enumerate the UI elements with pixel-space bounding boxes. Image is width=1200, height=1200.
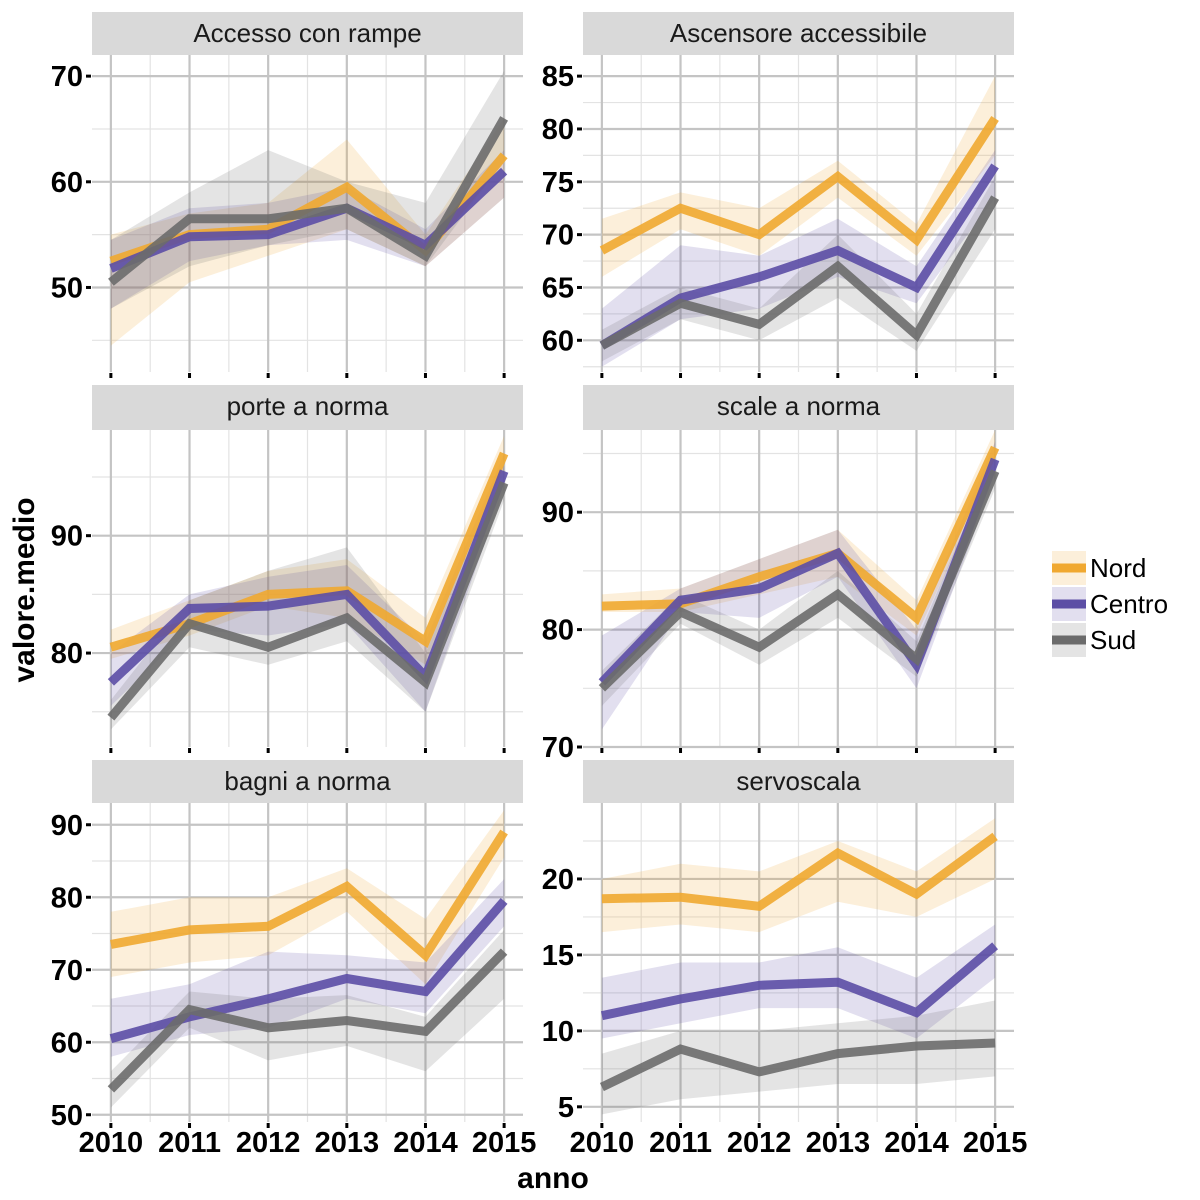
ribbon-nord [601, 430, 996, 636]
panel-strip [92, 12, 523, 55]
legend-label: Nord [1090, 553, 1146, 583]
ribbon-sud [601, 1000, 996, 1115]
y-tick-label: 50 [51, 272, 83, 304]
x-tick-label: 2012 [727, 1127, 792, 1159]
panel: bagni a norma 50 60 70 80 90 2010 2011 2012 2013 2… [51, 760, 537, 1159]
panel-strip [583, 760, 1014, 803]
series-line-sud [599, 1038, 996, 1092]
ribbon-centro [110, 453, 505, 712]
panel-title: Accesso con rampe [193, 18, 421, 48]
y-tick-label: 60 [51, 1027, 83, 1059]
legend-label: Centro [1090, 589, 1168, 619]
y-tick-label: 70 [51, 955, 83, 987]
y-tick-label: 70 [51, 61, 83, 93]
ribbon-centro [110, 150, 505, 309]
panel-strip [92, 385, 523, 430]
y-tick-label: 60 [51, 167, 83, 199]
panel: Accesso con rampe 50 60 70 [51, 12, 523, 378]
y-tick-label: 20 [542, 864, 574, 896]
ribbon-nord [110, 118, 505, 346]
series-line-sud [107, 948, 508, 1093]
x-axis-title: anno [517, 1162, 589, 1195]
ribbon-sud [110, 929, 505, 1108]
y-axis-title: valore.medio [8, 497, 41, 682]
x-tick-label: 2013 [315, 1127, 380, 1159]
series-line-nord [601, 445, 1000, 626]
y-tick-label: 60 [542, 325, 574, 357]
x-tick-label: 2011 [158, 1127, 221, 1159]
y-tick-label: 90 [51, 521, 83, 553]
ribbon-centro [601, 441, 996, 730]
series-line-sud [107, 481, 509, 721]
x-tick-label: 2011 [649, 1127, 712, 1159]
y-tick-label: 90 [51, 810, 83, 842]
panel-title: porte a norma [227, 391, 389, 421]
series-line-sud [108, 116, 509, 286]
y-tick-label: 80 [51, 882, 83, 914]
x-tick-label: 2013 [806, 1127, 871, 1159]
x-tick-label: 2014 [393, 1127, 458, 1159]
series-line-sud [598, 469, 1000, 692]
panel: scale a norma 70 80 90 [542, 385, 1014, 764]
y-tick-label: 65 [542, 272, 574, 304]
panel: servoscala 5 10 15 20 2010 2011 2012 2013 2014 201… [542, 760, 1028, 1159]
x-tick-label: 2010 [570, 1127, 635, 1159]
x-tick-label: 2010 [79, 1127, 144, 1159]
y-tick-label: 70 [542, 732, 574, 764]
series-line-nord [110, 829, 508, 963]
y-tick-label: 80 [542, 114, 574, 146]
panel: porte a norma 80 90 [51, 385, 523, 753]
legend: Nord Centro Sud [1052, 551, 1168, 657]
panel: Ascensore accessibile 60 65 70 75 80 85 [542, 12, 1014, 378]
series-line-nord [601, 832, 998, 911]
x-tick-label: 2014 [884, 1127, 949, 1159]
series-line-centro [600, 942, 999, 1021]
series-line-sud [599, 195, 1000, 350]
ribbon-sud [110, 70, 505, 309]
x-tick-label: 2012 [236, 1127, 301, 1159]
panel-strip [92, 760, 523, 803]
panel-title: scale a norma [717, 391, 881, 421]
y-tick-label: 80 [51, 638, 83, 670]
x-tick-label: 2015 [472, 1127, 537, 1159]
series-line-nord [599, 115, 999, 255]
y-tick-label: 70 [542, 220, 574, 252]
series-line-nord [109, 451, 509, 652]
legend-label: Sud [1090, 625, 1136, 655]
panel-strip [583, 12, 1014, 55]
panel-strip [583, 385, 1014, 430]
y-tick-label: 5 [558, 1092, 574, 1124]
x-tick-label: 2015 [963, 1127, 1028, 1159]
y-tick-label: 75 [542, 167, 574, 199]
y-tick-label: 80 [542, 615, 574, 647]
panel-title: Ascensore accessibile [670, 18, 927, 48]
y-tick-label: 85 [542, 61, 574, 93]
y-tick-label: 10 [542, 1016, 574, 1048]
panel-title: bagni a norma [224, 766, 391, 796]
y-tick-label: 15 [542, 940, 574, 972]
panel-title: servoscala [736, 766, 861, 796]
y-tick-label: 90 [542, 497, 574, 529]
y-tick-label: 50 [51, 1100, 83, 1132]
